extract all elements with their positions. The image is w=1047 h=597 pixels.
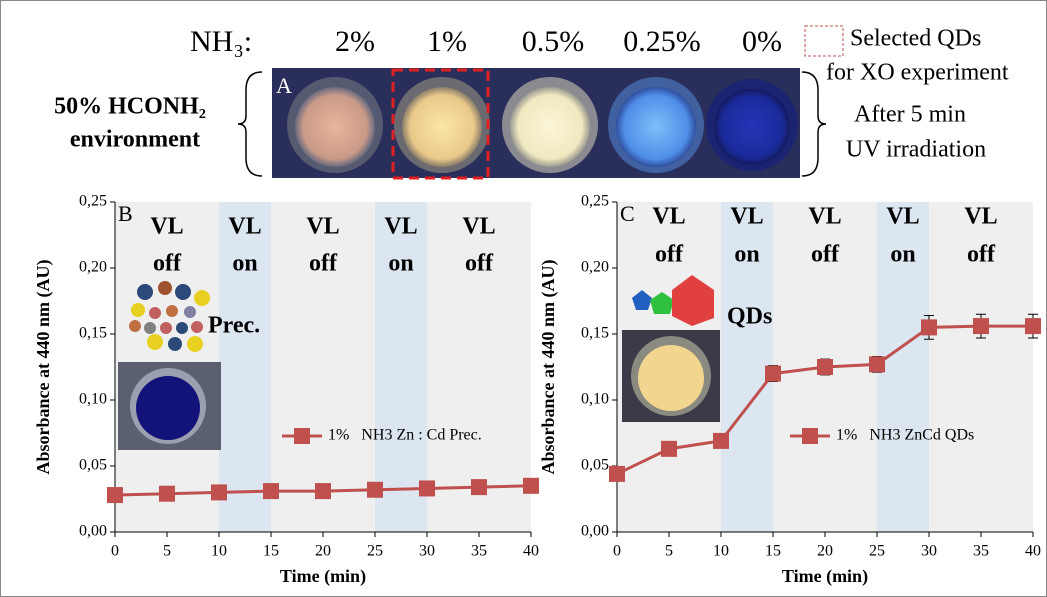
region-label: on <box>734 242 759 268</box>
x-tick-label: 40 <box>1025 543 1041 560</box>
marker <box>211 484 227 500</box>
annotation: Prec. <box>208 313 260 339</box>
legend-text: for XO experiment <box>826 60 1009 86</box>
nh3-label: NH₃: <box>190 25 252 58</box>
x-axis-label: Time (min) <box>782 566 868 587</box>
region-label: VL <box>886 204 919 230</box>
marker <box>523 478 539 494</box>
marker <box>315 483 331 499</box>
x-tick-label: 30 <box>419 543 435 560</box>
annotation: QDs <box>727 304 772 330</box>
note: After 5 min <box>854 102 966 128</box>
marker <box>159 486 175 502</box>
region-label: VL <box>384 214 417 240</box>
legend-label: 1% NH3 ZnCd QDs <box>836 427 974 444</box>
region-label: off <box>465 251 494 277</box>
conc-label: 2% <box>335 25 375 58</box>
region-label: VL <box>462 214 495 240</box>
marker <box>367 482 383 498</box>
region-label: VL <box>730 204 763 230</box>
region-label: VL <box>652 204 685 230</box>
region-label: off <box>153 251 182 277</box>
y-tick-label: 0,05 <box>79 457 107 474</box>
y-tick-label: 0,10 <box>79 391 107 408</box>
brace <box>802 72 826 176</box>
x-tick-label: 20 <box>315 543 331 560</box>
y-tick-label: 0,10 <box>581 391 609 408</box>
y-tick-label: 0,05 <box>581 457 609 474</box>
figure: NH₃: 2% 1% 0.5% 0.25% 0% Selected QDs fo… <box>0 0 1047 597</box>
marker <box>609 466 625 482</box>
x-tick-label: 10 <box>713 543 729 560</box>
x-axis-label: Time (min) <box>280 566 366 587</box>
marker <box>765 366 781 382</box>
marker <box>921 319 937 335</box>
x-tick-label: 25 <box>869 543 885 560</box>
legend-text: Selected QDs <box>850 26 981 52</box>
x-tick-label: 15 <box>765 543 781 560</box>
x-tick-label: 35 <box>471 543 487 560</box>
brace <box>238 72 262 176</box>
marker <box>869 356 885 372</box>
legend-label: 1% NH3 Zn : Cd Prec. <box>328 427 482 444</box>
photo <box>272 68 800 178</box>
legend-box <box>805 26 843 56</box>
environment: 50% HCONH₂ <box>54 94 206 120</box>
x-tick-label: 25 <box>367 543 383 560</box>
conc-label: 0.25% <box>623 25 701 58</box>
region-label: off <box>967 242 996 268</box>
x-tick-label: 40 <box>523 543 539 560</box>
y-tick-label: 0,00 <box>581 523 609 540</box>
marker <box>107 487 123 503</box>
x-tick-label: 10 <box>211 543 227 560</box>
region-label: on <box>388 251 413 277</box>
panel-letter: A <box>276 73 292 98</box>
environment: environment <box>70 127 200 153</box>
y-tick-label: 0,00 <box>79 523 107 540</box>
marker <box>1025 318 1041 334</box>
region-label: off <box>811 242 840 268</box>
region-label: on <box>890 242 915 268</box>
y-tick-label: 0,20 <box>581 259 609 276</box>
legend-marker <box>802 428 818 444</box>
x-tick-label: 5 <box>163 543 171 560</box>
panel-letter: B <box>118 201 133 226</box>
y-tick-label: 0,25 <box>79 193 107 210</box>
conc-label: 1% <box>427 25 467 58</box>
region-label: VL <box>228 214 261 240</box>
y-tick-label: 0,20 <box>79 259 107 276</box>
region-label: VL <box>306 214 339 240</box>
y-tick-label: 0,15 <box>581 325 609 342</box>
x-tick-label: 0 <box>111 543 119 560</box>
y-axis-label: Absorbance at 440 nm (AU) <box>33 260 54 475</box>
y-tick-label: 0,25 <box>581 193 609 210</box>
conc-label: 0.5% <box>522 25 585 58</box>
x-tick-label: 20 <box>817 543 833 560</box>
marker <box>817 359 833 375</box>
y-axis-label: Absorbance at 440 nm (AU) <box>538 260 559 475</box>
region-label: VL <box>150 214 183 240</box>
x-tick-label: 0 <box>613 543 621 560</box>
conc-label: 0% <box>742 25 782 58</box>
x-tick-label: 35 <box>973 543 989 560</box>
marker <box>661 441 677 457</box>
marker <box>263 483 279 499</box>
panel-letter: C <box>620 201 635 226</box>
y-tick-label: 0,15 <box>79 325 107 342</box>
marker <box>973 318 989 334</box>
region-label: on <box>232 251 257 277</box>
x-tick-label: 30 <box>921 543 937 560</box>
marker <box>419 480 435 496</box>
region-label: VL <box>964 204 997 230</box>
region-label: off <box>655 242 684 268</box>
region-label: VL <box>808 204 841 230</box>
x-tick-label: 5 <box>665 543 673 560</box>
marker <box>713 433 729 449</box>
x-tick-label: 15 <box>263 543 279 560</box>
region-label: off <box>309 251 338 277</box>
note: UV irradiation <box>846 137 986 163</box>
legend-marker <box>294 428 310 444</box>
marker <box>471 479 487 495</box>
